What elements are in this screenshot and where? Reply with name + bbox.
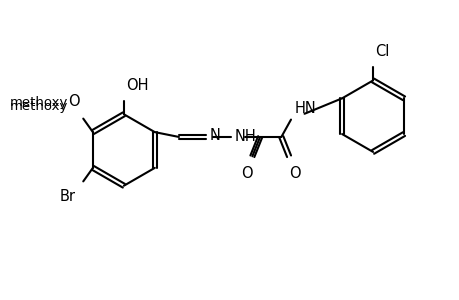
- Text: O: O: [67, 94, 79, 109]
- Text: O: O: [240, 166, 252, 181]
- Text: Br: Br: [59, 189, 75, 204]
- Text: methoxy: methoxy: [9, 100, 67, 113]
- Text: methoxy: methoxy: [9, 96, 67, 109]
- Text: OH: OH: [125, 78, 148, 93]
- Text: HN: HN: [294, 101, 316, 116]
- Text: Cl: Cl: [374, 44, 388, 59]
- Text: NH: NH: [235, 130, 256, 145]
- Text: O: O: [288, 166, 300, 181]
- Text: N: N: [209, 128, 220, 142]
